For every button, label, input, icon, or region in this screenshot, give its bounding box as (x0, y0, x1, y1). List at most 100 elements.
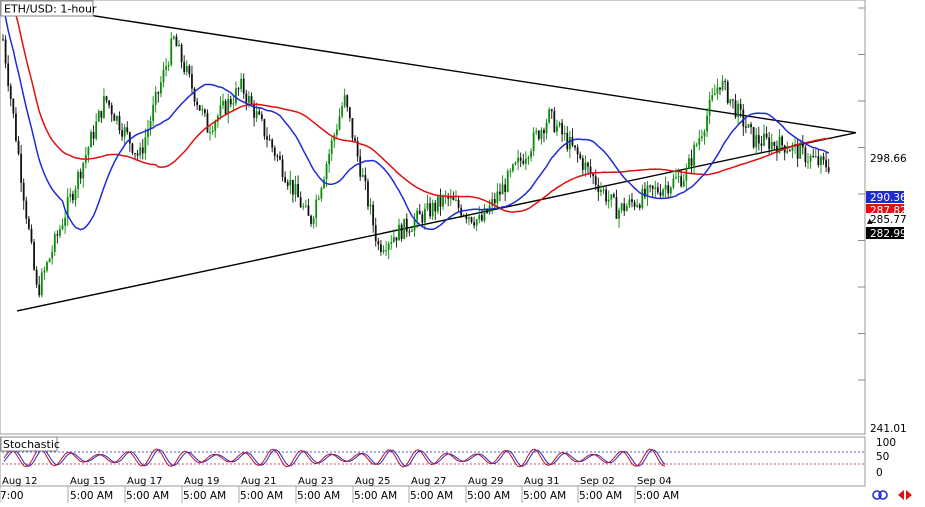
candle-body (103, 96, 105, 118)
bid-value-label-bg (866, 227, 904, 239)
candle-body (90, 131, 92, 148)
chart-title: ETH/USD: 1-hour (4, 3, 97, 16)
candle-body (128, 132, 131, 144)
candle-body (703, 131, 706, 137)
candle-body (799, 143, 802, 159)
candle-body (289, 179, 292, 186)
candle-body (744, 126, 747, 128)
candle-body (348, 107, 351, 119)
candle-body (685, 168, 688, 181)
candle-body (201, 109, 204, 111)
date-label: Aug 31 (524, 476, 559, 487)
candle-body (53, 234, 56, 252)
candle-body (170, 38, 173, 65)
candle-body (92, 131, 95, 139)
stochastic-panel: 100 50 0 (2, 437, 896, 479)
candle-body (550, 109, 553, 112)
candle-body (209, 132, 211, 134)
candle-body (776, 145, 778, 154)
candle-body (786, 150, 789, 153)
candle-body (395, 237, 398, 241)
candle-body (258, 111, 261, 115)
candle-body (662, 189, 664, 196)
candle-body (791, 144, 794, 151)
candle-body (87, 147, 90, 156)
candle-body (724, 80, 727, 82)
resistance-level-label: 298.66 (870, 153, 907, 165)
candle-body (623, 203, 626, 211)
candle-body (571, 137, 574, 146)
candle-body (509, 170, 512, 172)
candle-body (747, 124, 750, 128)
arrows-icon[interactable] (898, 490, 912, 500)
candle-body (641, 188, 644, 208)
candle-body (719, 87, 721, 90)
date-label: Aug 29 (468, 476, 503, 487)
candle-body (61, 225, 64, 230)
candle-body (346, 95, 349, 108)
candle-body (468, 217, 470, 219)
candle-body (656, 187, 659, 193)
candle-body (693, 144, 696, 166)
candle-body (297, 184, 299, 198)
candle-body (193, 88, 196, 102)
candle-body (473, 222, 475, 226)
candles (2, 32, 830, 298)
candle-body (646, 185, 649, 197)
candle-body (325, 164, 328, 180)
candle-body (568, 137, 571, 150)
candle-body (426, 203, 429, 209)
candle-body (631, 199, 633, 203)
candle-body (486, 208, 488, 213)
candle-body (159, 82, 162, 94)
candle-body (561, 122, 563, 135)
candle-body (245, 93, 248, 103)
candle-body (33, 242, 35, 270)
link-icon[interactable] (872, 490, 888, 500)
close-value-label: 285.77 (870, 214, 907, 226)
candle-body (729, 99, 732, 104)
candle-body (304, 205, 307, 207)
candle-body (235, 88, 237, 104)
candle-body (610, 194, 613, 200)
candle-body (237, 88, 240, 90)
candle-body (385, 250, 387, 252)
candle-body (253, 103, 255, 118)
candle-body (788, 150, 791, 152)
candle-body (403, 218, 406, 240)
candle-body (491, 199, 494, 206)
candle-body (418, 210, 421, 215)
candle-body (279, 156, 281, 160)
resistance-level-label-bg (866, 152, 904, 164)
candle-body (439, 196, 442, 207)
candle-body (605, 189, 608, 202)
date-label: Aug 15 (70, 476, 105, 487)
candle-body (224, 101, 227, 115)
candle-body (589, 166, 592, 174)
candle-body (320, 188, 323, 199)
price-min-label-bg (866, 422, 904, 434)
time-label: 5:00 AM (636, 490, 679, 502)
candle-body (677, 176, 680, 178)
bid-value-label: 282.99 (870, 228, 907, 240)
candle-body (105, 96, 108, 101)
candle-body (770, 142, 773, 150)
candle-body (82, 162, 85, 179)
candle-body (625, 205, 628, 211)
candle-body (768, 137, 771, 150)
candle-body (126, 127, 129, 133)
candle-body (74, 189, 77, 201)
candle-body (255, 111, 258, 118)
candle-body (56, 234, 59, 236)
candle-body (636, 204, 639, 207)
candle-body (524, 159, 527, 164)
candle-body (760, 143, 763, 146)
candle-body (154, 92, 157, 105)
candle-body (566, 133, 569, 150)
candle-body (219, 105, 222, 116)
candle-body (434, 202, 437, 212)
candle-body (532, 132, 535, 152)
candle-body (504, 184, 507, 192)
candle-body (579, 154, 582, 159)
candle-body (273, 147, 276, 156)
